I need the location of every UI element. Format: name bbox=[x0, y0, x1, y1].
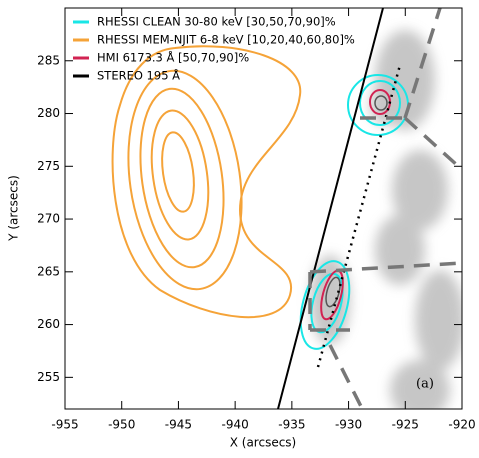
legend-label: RHESSI CLEAN 30-80 keV [30,50,70,90]% bbox=[97, 15, 336, 29]
x-tick-label: -930 bbox=[335, 418, 362, 432]
legend-label: STEREO 195 Å bbox=[97, 68, 180, 83]
chart: X (arcsecs) Y (arcsecs) (a) -955 -950 -945… bbox=[0, 0, 479, 454]
y-tick-label: 270 bbox=[37, 212, 60, 226]
y-tick-label: 265 bbox=[37, 264, 60, 278]
x-tick-label: -935 bbox=[278, 418, 305, 432]
x-tick-label: -950 bbox=[108, 418, 135, 432]
legend-label: HMI 6173.3 Å [50,70,90]% bbox=[97, 50, 249, 65]
legend-label: RHESSI MEM-NJIT 6-8 keV [10,20,40,60,80]… bbox=[97, 33, 355, 47]
y-tick-label: 260 bbox=[37, 317, 60, 331]
x-tick-label: -920 bbox=[448, 418, 475, 432]
x-tick-label: -940 bbox=[222, 418, 249, 432]
x-axis-label: X (arcsecs) bbox=[230, 436, 297, 450]
y-tick-label: 285 bbox=[37, 53, 60, 67]
annotation: (a) bbox=[416, 377, 434, 392]
x-tick-label: -945 bbox=[165, 418, 192, 432]
x-tick-label: -925 bbox=[392, 418, 419, 432]
y-tick-label: 280 bbox=[37, 106, 60, 120]
x-tick-label: -955 bbox=[51, 418, 78, 432]
y-tick-label: 275 bbox=[37, 159, 60, 173]
y-axis-label: Y (arcsecs) bbox=[7, 175, 21, 242]
y-tick-label: 255 bbox=[37, 370, 60, 384]
